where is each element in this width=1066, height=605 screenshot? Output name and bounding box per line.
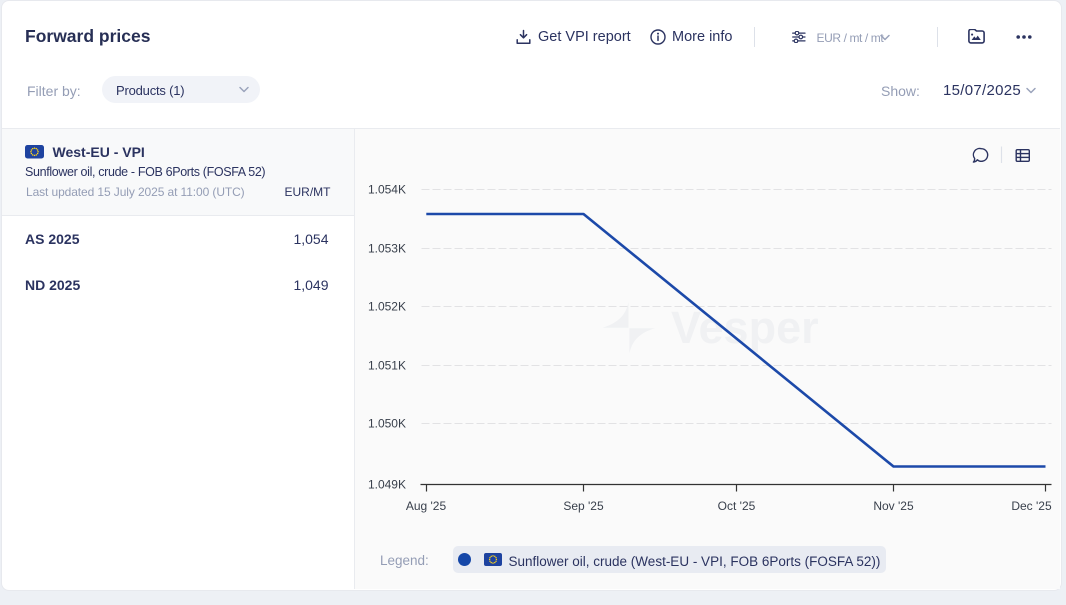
svg-text:Sep '25: Sep '25	[563, 499, 604, 513]
svg-text:1.054K: 1.054K	[368, 183, 406, 197]
svg-text:1.053K: 1.053K	[368, 242, 406, 256]
svg-text:1.051K: 1.051K	[368, 359, 406, 373]
svg-text:Oct '25: Oct '25	[718, 499, 756, 513]
svg-text:Dec '25: Dec '25	[1011, 499, 1052, 513]
svg-text:Nov '25: Nov '25	[873, 499, 914, 513]
svg-text:1.052K: 1.052K	[368, 300, 406, 314]
svg-text:1.050K: 1.050K	[368, 417, 406, 431]
svg-text:1.049K: 1.049K	[368, 478, 406, 492]
svg-text:Aug '25: Aug '25	[406, 499, 447, 513]
